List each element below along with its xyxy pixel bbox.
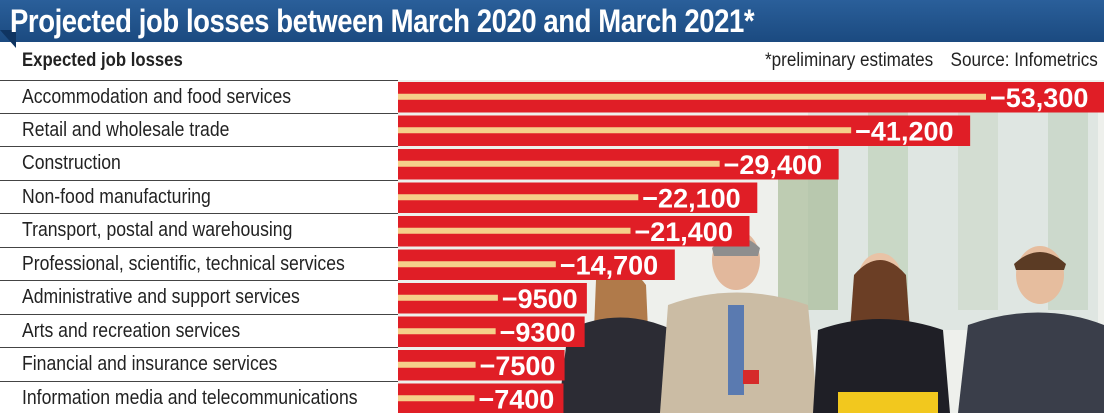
category-label: Information media and telecommunications — [22, 386, 358, 409]
chart-title: Projected job losses between March 2020 … — [10, 3, 755, 39]
bar-value-line — [398, 361, 476, 368]
category-label: Construction — [22, 152, 121, 174]
data-label: −7500 — [480, 351, 556, 381]
data-label: −9500 — [502, 284, 578, 314]
bar-value-line — [398, 194, 639, 201]
data-label: −29,400 — [724, 150, 822, 180]
header-row: Expected job losses *preliminary estimat… — [0, 46, 1104, 76]
category-label: Retail and wholesale trade — [22, 118, 230, 141]
category-row: Non-food manufacturing — [0, 181, 398, 214]
category-label: Accommodation and food services — [22, 86, 292, 108]
bar-value-line — [398, 395, 475, 402]
category-row: Arts and recreation services — [0, 315, 398, 348]
bar-chart: −53,300 −41,200 −29,400−22,100 −21,400−14,7… — [398, 82, 1104, 413]
category-row: Administrative and support services — [0, 281, 398, 315]
category-row: Construction — [0, 147, 398, 181]
chart-notes: *preliminary estimates Source: Infometri… — [765, 50, 1098, 72]
category-label: Financial and insurance services — [22, 353, 278, 375]
category-label: Arts and recreation services — [22, 319, 241, 342]
category-label: Administrative and support services — [22, 286, 300, 308]
category-label: Professional, scientific, technical serv… — [22, 252, 345, 275]
data-label: −7400 — [478, 384, 554, 413]
data-label: −41,200 — [855, 116, 953, 146]
data-label: −21,400 — [634, 217, 732, 247]
bar-value-line — [398, 160, 720, 167]
category-row: Financial and insurance services — [0, 348, 398, 382]
bar-value-line — [398, 294, 498, 301]
bar-value-line — [398, 93, 986, 100]
category-label: Non-food manufacturing — [22, 185, 211, 208]
category-row: Professional, scientific, technical serv… — [0, 248, 398, 281]
bar-value-line — [398, 227, 631, 234]
category-row: Information media and telecommunications — [0, 382, 398, 413]
data-label: −53,300 — [990, 83, 1088, 113]
data-label: −9300 — [500, 317, 576, 347]
title-bar: Projected job losses between March 2020 … — [0, 0, 1104, 48]
category-label: Transport, postal and warehousing — [22, 219, 293, 241]
category-row: Transport, postal and warehousing — [0, 214, 398, 248]
bar-value-line — [398, 127, 852, 134]
bar-value-line — [398, 261, 556, 268]
data-label: −14,700 — [560, 250, 658, 280]
source-credit: Source: Infometrics — [950, 50, 1098, 71]
data-label: −22,100 — [642, 183, 740, 213]
category-row: Accommodation and food services — [0, 80, 398, 114]
category-labels: Accommodation and food services Retail an… — [0, 80, 398, 413]
column-header: Expected job losses — [22, 50, 183, 71]
category-row: Retail and wholesale trade — [0, 114, 398, 147]
bar-value-line — [398, 328, 496, 335]
preliminary-note: *preliminary estimates — [765, 50, 934, 71]
